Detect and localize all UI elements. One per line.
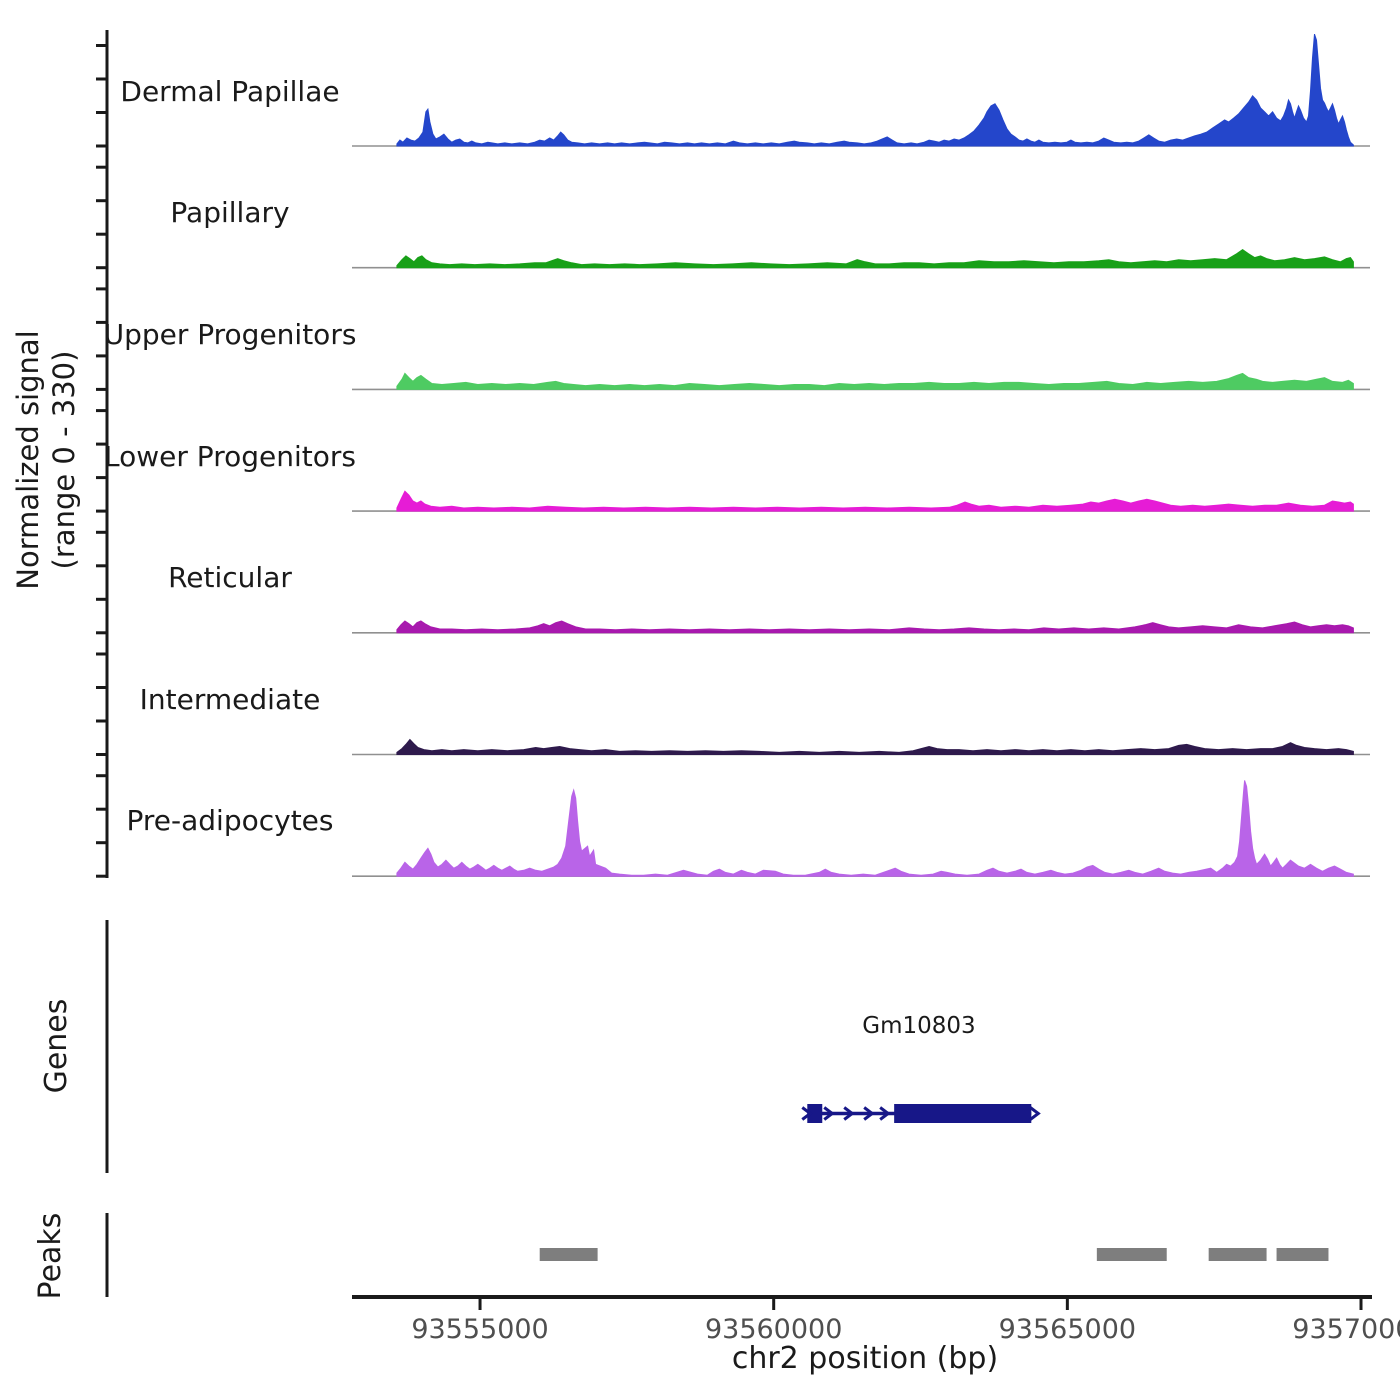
signal-area-lower-progenitors [396,490,1354,512]
signal-area-dermal-papillae [396,33,1354,147]
track-label-dermal-papillae: Dermal Papillae [120,75,339,108]
genes-section-label: Genes [39,999,74,1094]
gene-strand-arrow [843,1106,855,1121]
peak-interval [1276,1248,1329,1261]
track-label-lower-progenitors: Lower Progenitors [104,440,356,473]
gene-exon [894,1104,1032,1123]
signal-area-upper-progenitors [396,372,1354,390]
signal-axis-ticks [96,44,107,878]
peak-interval [539,1248,598,1261]
signal-area-intermediate [396,738,1354,755]
peak-interval [1096,1248,1167,1261]
gene-name-label: Gm10803 [862,1013,975,1039]
gene-model-group [801,1104,1041,1123]
gene-strand-arrow [801,1106,813,1121]
x-axis-title: chr2 position (bp) [732,1341,998,1376]
gene-strand-arrow [879,1106,891,1121]
track-label-papillary: Papillary [170,196,289,229]
signal-area-reticular [396,620,1354,634]
x-tick-label: 93565000 [999,1314,1136,1345]
x-tick-label: 93570000 [1292,1314,1400,1345]
x-axis-ticks: 93555000 93560000 93565000 93570000 [411,1297,1400,1345]
track-label-upper-progenitors: Upper Progenitors [104,318,357,351]
gene-strand-arrow [823,1106,835,1121]
signal-area-pre-adipocytes [396,780,1354,877]
peaks-group [539,1248,1329,1261]
track-label-intermediate: Intermediate [140,683,321,716]
track-label-pre-adipocytes: Pre-adipocytes [127,804,334,837]
y-axis-label-line2: (range 0 - 330) [47,351,81,570]
x-tick-label: 93560000 [705,1314,842,1345]
signal-area-papillary [396,248,1354,269]
gene-exon [807,1104,823,1123]
signal-tracks-group [352,33,1370,878]
x-tick-label: 93555000 [411,1314,548,1345]
gene-strand-arrow [863,1106,875,1121]
peaks-section-label: Peaks [33,1213,68,1300]
gene-strand-arrow [1029,1106,1041,1121]
y-axis-label-line1: Normalized signal [11,330,45,589]
track-label-reticular: Reticular [168,561,292,594]
peak-interval [1208,1248,1267,1261]
